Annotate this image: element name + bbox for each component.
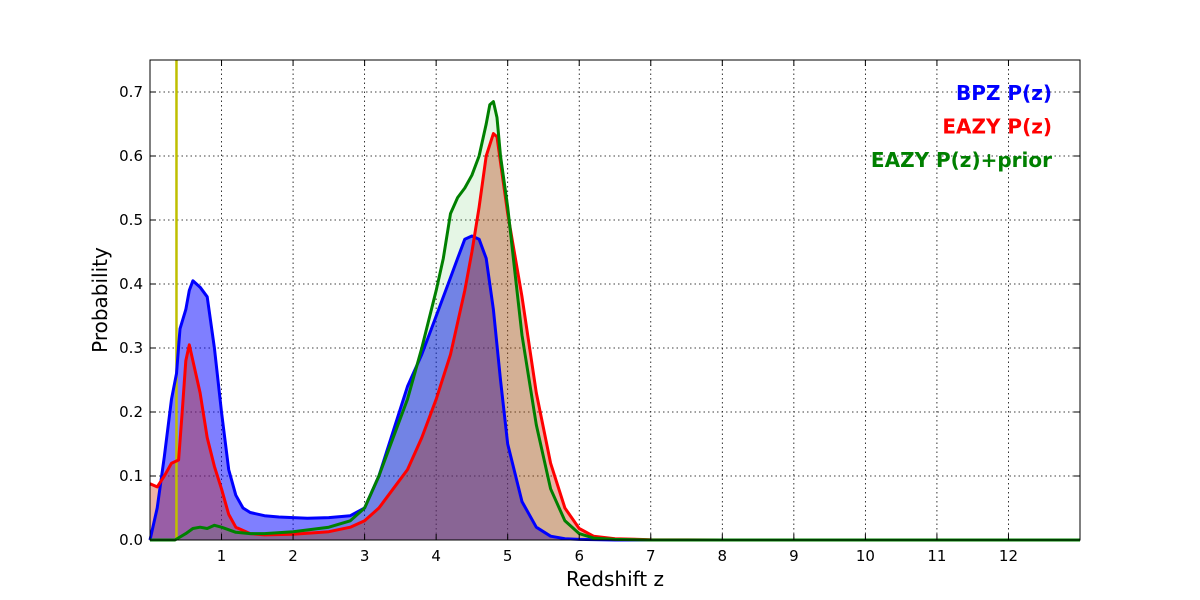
x-tick-label: 10 — [856, 547, 875, 565]
y-axis-label: Probability — [88, 247, 112, 353]
x-tick-label: 6 — [574, 547, 584, 565]
series-lines — [148, 100, 1080, 542]
series-line-eazy-p-z-prior — [150, 100, 1080, 542]
x-tick-label: 1 — [217, 547, 227, 565]
y-tick-label: 0.0 — [119, 531, 143, 549]
y-tick-label: 0.5 — [119, 211, 143, 229]
plot-frame — [149, 59, 1081, 541]
axis-ticks — [150, 60, 1080, 541]
x-tick-label: 9 — [789, 547, 799, 565]
x-tick-label: 7 — [646, 547, 656, 565]
series-line-eazy-p-z — [149, 132, 1080, 542]
x-tick-label: 8 — [718, 547, 728, 565]
legend: BPZ P(z) EAZY P(z) EAZY P(z)+prior — [871, 81, 1052, 172]
grid — [150, 60, 1080, 540]
series-line-bpz-p-z — [148, 234, 1080, 542]
y-tick-label: 0.3 — [119, 339, 143, 357]
legend-entry-bpz-p-z: BPZ P(z) — [956, 81, 1052, 105]
legend-entry-eazy-p-z-prior: EAZY P(z)+prior — [871, 148, 1052, 172]
y-tick-label: 0.7 — [119, 83, 143, 101]
series-fill-bpz-p-z — [150, 236, 1080, 540]
series-fill-eazy-p-z — [150, 133, 1080, 540]
x-tick-label: 3 — [360, 547, 370, 565]
y-tick-label: 0.1 — [119, 467, 143, 485]
x-axis-label: Redshift z — [566, 567, 664, 591]
y-tick-label: 0.2 — [119, 403, 143, 421]
y-tick-label: 0.6 — [119, 147, 143, 165]
x-tick-label: 5 — [503, 547, 513, 565]
y-tick-label: 0.4 — [119, 275, 143, 293]
x-tick-label: 2 — [288, 547, 298, 565]
x-tick-label: 11 — [927, 547, 946, 565]
x-tick-label: 4 — [431, 547, 441, 565]
legend-entry-eazy-p-z: EAZY P(z) — [942, 115, 1052, 139]
tick-labels: 1 2 3 4 5 6 7 8 9 10 11 120.00.10.20.30.40.50.60.7 — [119, 83, 1018, 565]
x-tick-label: 12 — [999, 547, 1018, 565]
